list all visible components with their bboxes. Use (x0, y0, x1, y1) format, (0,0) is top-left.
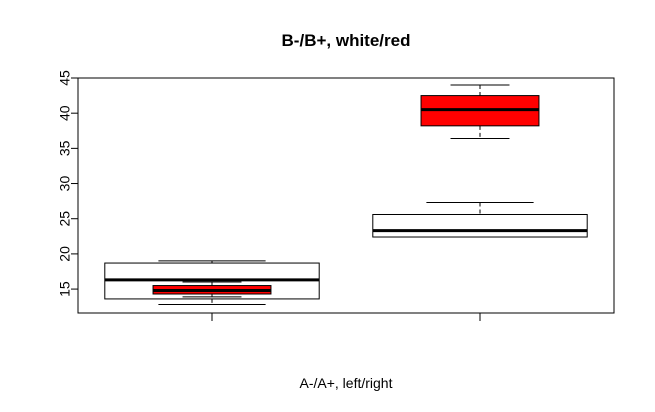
box-B+-A- (152, 281, 272, 298)
y-axis: 15 20 25 30 35 40 45 (57, 70, 79, 297)
chart-title: B-/B+, white/red (282, 31, 411, 50)
box-rect (372, 213, 588, 238)
y-tick-label: 30 (57, 176, 73, 192)
x-axis (211, 313, 481, 321)
x-axis-label: A-/A+, left/right (300, 375, 393, 391)
y-tick-label: 35 (57, 140, 73, 156)
boxes-layer (104, 84, 588, 306)
y-tick-label: 20 (57, 246, 73, 262)
y-tick-label: 25 (57, 211, 73, 227)
y-tick-label: 40 (57, 105, 73, 121)
box-B+-A+ (420, 84, 540, 140)
y-tick-label: 15 (57, 281, 73, 297)
box-B--A+ (372, 202, 588, 238)
y-tick-label: 45 (57, 70, 73, 86)
